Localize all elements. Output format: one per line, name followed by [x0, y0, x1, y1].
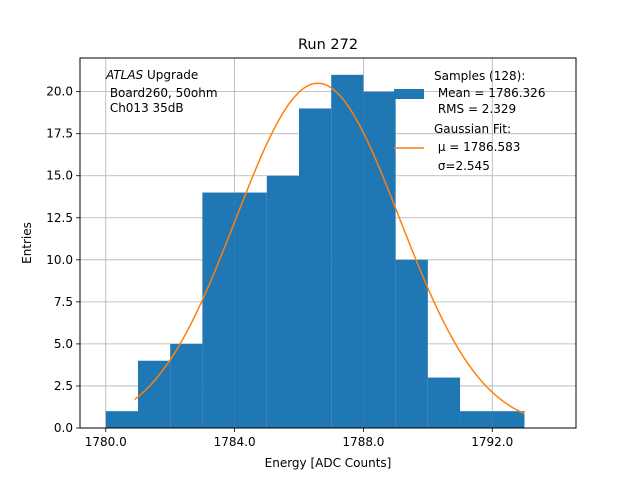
histogram-bar-9	[395, 259, 428, 428]
histogram-bar-4	[234, 192, 267, 428]
chart-title: Run 272	[298, 37, 358, 53]
y-tick-label-0: 0.0	[54, 421, 73, 435]
histogram-bar-3	[202, 192, 235, 428]
atlas-annotation: ATLAS Upgrade Board260, 50ohm Ch013 35dB	[105, 68, 218, 115]
plot-area-frame	[79, 57, 577, 429]
histogram-bar-8	[363, 91, 396, 429]
y-tick-label-4: 10.0	[46, 253, 73, 267]
legend-samples-rms: RMS = 2.329	[434, 102, 516, 116]
histogram-bar-10	[427, 377, 461, 428]
histogram-bar-12	[492, 411, 525, 428]
annotation-channel: Ch013 35dB	[106, 101, 184, 115]
legend: Samples (128): Mean = 1786.326 RMS = 2.3…	[394, 69, 545, 173]
y-tick-label-6: 15.0	[46, 169, 73, 183]
y-tick-label-7: 17.5	[46, 127, 73, 141]
histogram-bar-7	[331, 74, 364, 429]
legend-fit-title: Gaussian Fit:	[434, 122, 511, 136]
legend-fit-mu: μ = 1786.583	[434, 140, 520, 154]
gaussian-fit-curve-group	[134, 82, 525, 415]
svg-text:ATLAS Upgrade: ATLAS Upgrade	[105, 68, 198, 82]
x-tick-label-3: 1792.0	[471, 435, 513, 449]
x-tick-label-1: 1784.0	[214, 435, 256, 449]
histogram-bar-11	[460, 411, 493, 428]
annotation-board: Board260, 50ohm	[106, 86, 218, 100]
y-tick-label-5: 12.5	[46, 211, 73, 225]
legend-samples-mean: Mean = 1786.326	[434, 86, 545, 100]
legend-fit-sigma: σ=2.545	[434, 159, 490, 173]
x-tick-label-0: 1780.0	[85, 435, 127, 449]
x-axis-label: Energy [ADC Counts]	[265, 456, 392, 470]
y-axis-label: Entries	[20, 222, 34, 264]
annotation-atlas: ATLAS	[105, 68, 144, 82]
x-tick-label-2: 1788.0	[342, 435, 384, 449]
x-axis-ticks: 1780.0 1784.0 1788.0 1792.0	[85, 428, 513, 449]
gaussian-fit-curve	[134, 82, 525, 415]
histogram-bars	[105, 74, 525, 429]
annotation-upgrade: Upgrade	[143, 68, 198, 82]
y-tick-label-1: 2.5	[54, 379, 73, 393]
histogram-bar-5	[266, 175, 300, 428]
y-tick-label-8: 20.0	[46, 85, 73, 99]
y-tick-label-3: 7.5	[54, 295, 73, 309]
y-tick-label-2: 5.0	[54, 337, 73, 351]
histogram-bar-0	[105, 411, 138, 428]
histogram-bar-2	[170, 343, 203, 428]
y-axis-ticks: 0.0 2.5 5.0 7.5 10.0 12.5 15.0 17.5 20.0	[46, 85, 80, 435]
legend-samples-swatch	[394, 89, 424, 99]
histogram-bar-1	[137, 360, 171, 428]
histogram-bar-6	[299, 108, 332, 429]
legend-samples-title: Samples (128):	[434, 69, 525, 83]
